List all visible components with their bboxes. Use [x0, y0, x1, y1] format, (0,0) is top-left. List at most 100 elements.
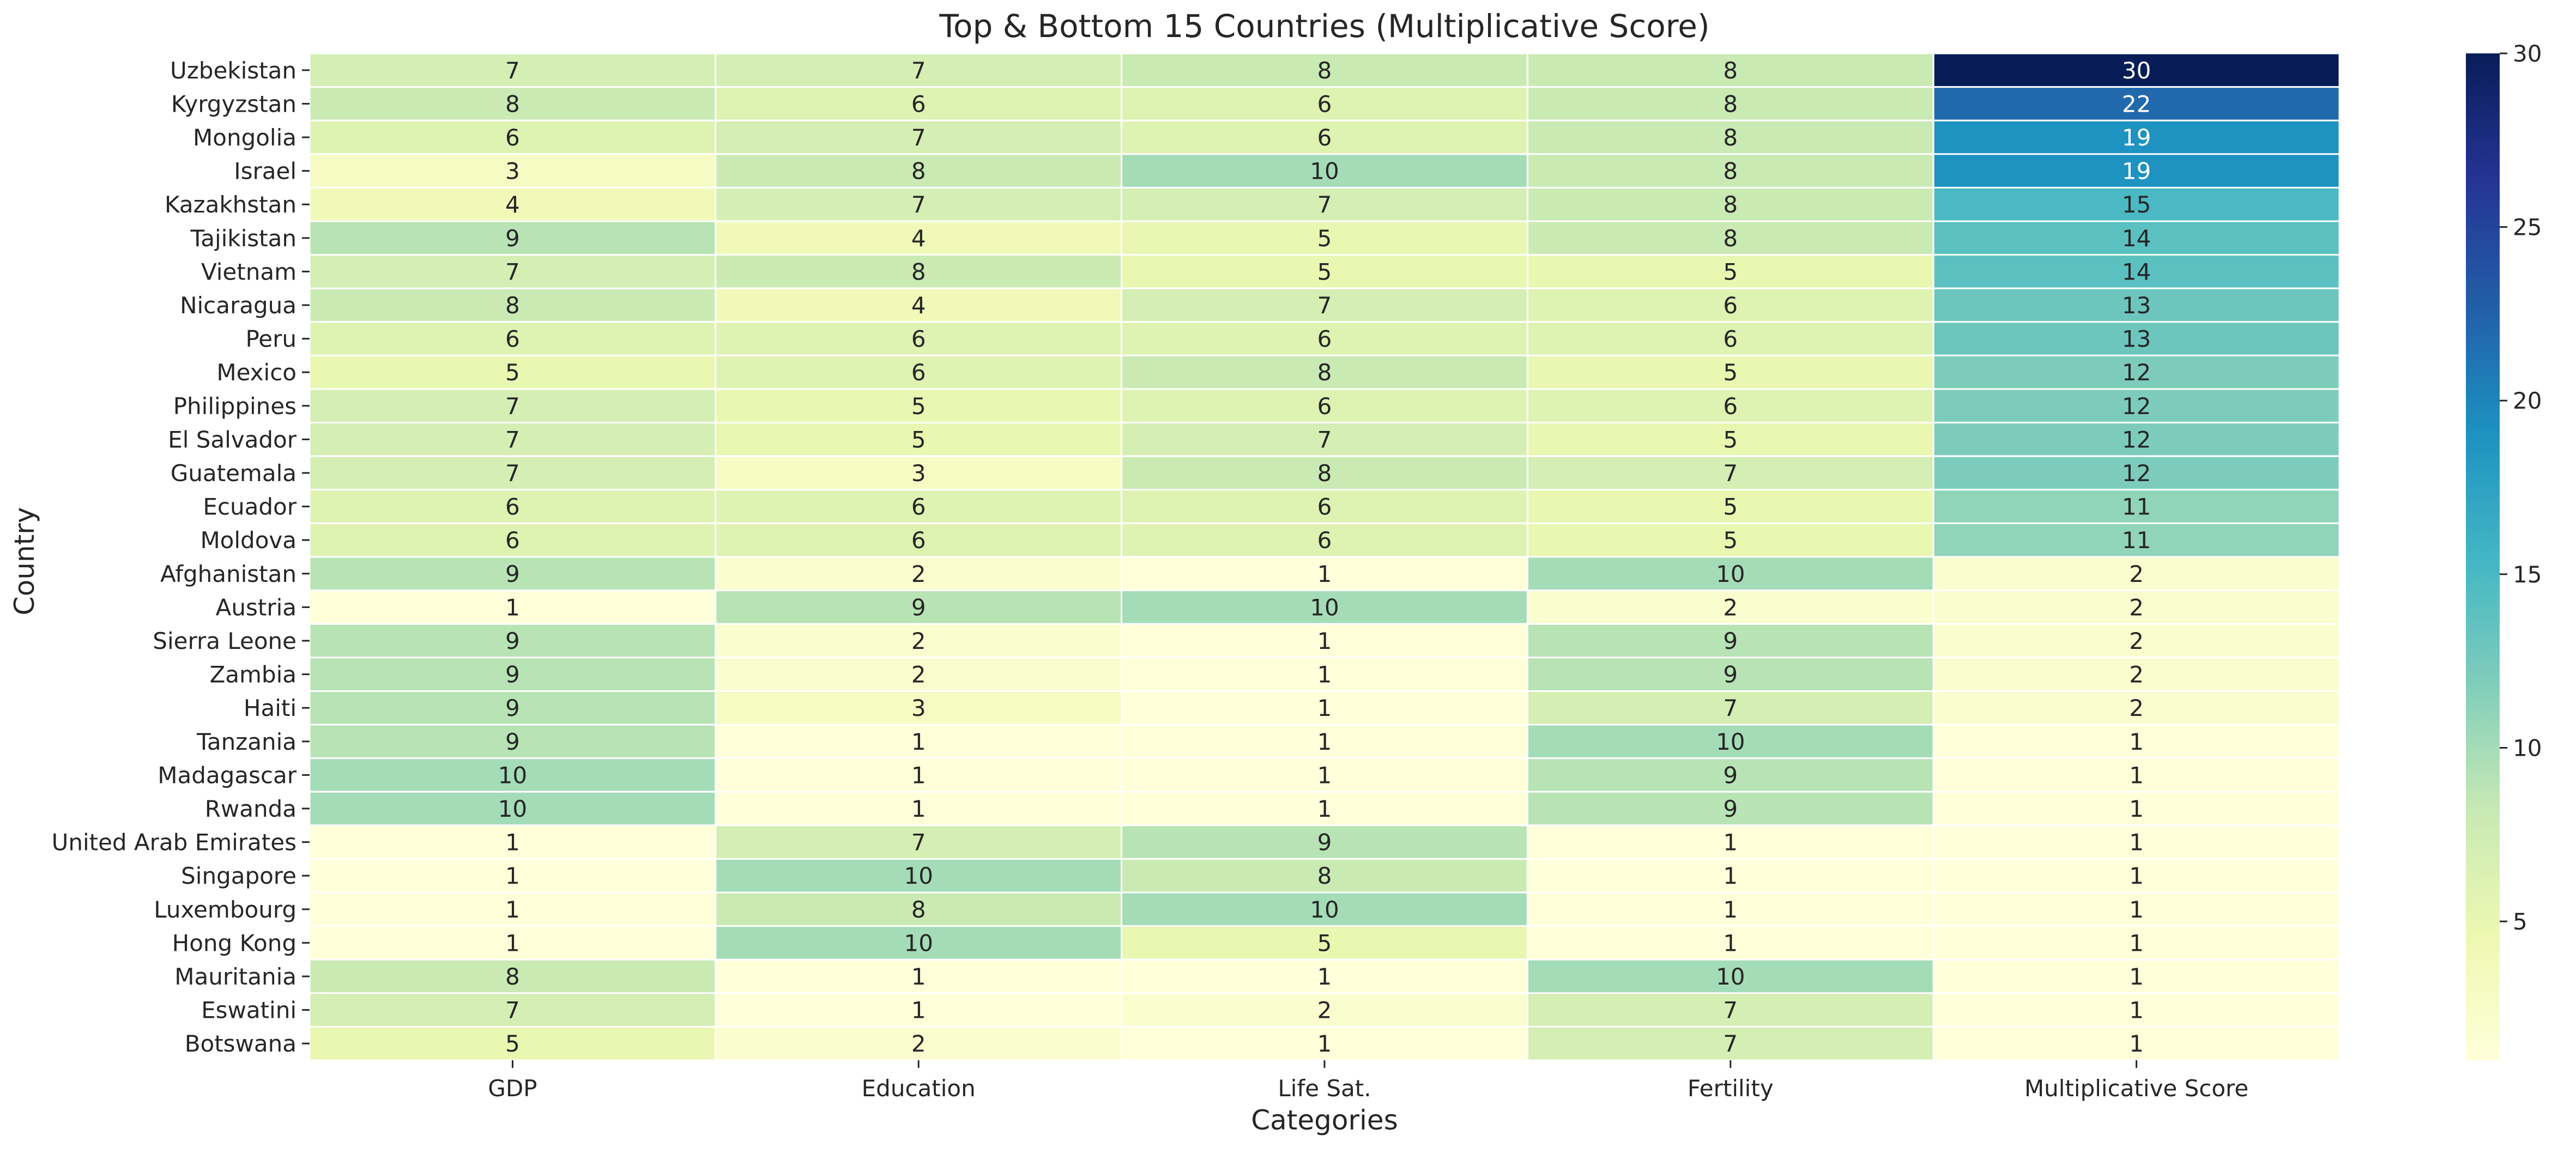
column-label: GDP — [488, 1075, 537, 1102]
x-axis-label: Categories — [1251, 1104, 1398, 1136]
heatmap-cell — [715, 556, 1123, 592]
colorbar-tick-label: 25 — [2513, 214, 2542, 241]
row-label: Austria — [216, 594, 297, 621]
row-label: Mongolia — [193, 124, 297, 151]
column-tick-labels: GDP Education Life Sat. Fertility Multiplica… — [488, 1060, 2248, 1102]
cell-value-label: 7 — [505, 997, 520, 1024]
cell-value-label: 10 — [1310, 594, 1339, 621]
heatmap-cell — [1526, 1025, 1934, 1061]
cell-value-label: 1 — [2129, 1030, 2144, 1057]
row-label: Philippines — [173, 393, 297, 420]
cell-value-label: 14 — [2122, 258, 2151, 285]
cell-value-label: 1 — [1317, 1030, 1332, 1057]
colorbar-tick-label: 15 — [2513, 561, 2542, 588]
row-label: Uzbekistan — [170, 57, 297, 84]
cell-value-label: 10 — [498, 762, 527, 788]
cell-value-label: 1 — [1723, 896, 1738, 923]
cell-value-label: 6 — [1317, 494, 1332, 520]
cell-value-label: 2 — [2129, 695, 2144, 721]
cell-value-label: 7 — [1317, 292, 1332, 319]
cell-value-label: 3 — [911, 695, 926, 721]
cell-value-label: 6 — [1723, 393, 1738, 420]
heatmap-cell — [1121, 590, 1528, 625]
colorbar-tick-label: 20 — [2513, 387, 2542, 414]
colorbar-tick-label: 30 — [2513, 40, 2542, 67]
heatmap-cell — [1526, 958, 1934, 994]
heatmap-cell — [1932, 824, 2341, 860]
cell-value-label: 1 — [911, 963, 926, 990]
heatmap-cell — [1121, 824, 1528, 860]
row-label: Haiti — [244, 695, 297, 721]
heatmap-cell — [309, 657, 717, 692]
cell-value-label: 6 — [505, 326, 520, 353]
cell-value-label: 7 — [505, 393, 520, 420]
heatmap-cell — [1526, 824, 1934, 860]
cell-value-label: 2 — [911, 1030, 926, 1057]
cell-value-label: 7 — [505, 426, 520, 453]
heatmap-cell — [309, 858, 717, 894]
cell-value-label: 15 — [2122, 191, 2151, 218]
heatmap-cell — [715, 489, 1123, 524]
cell-value-label: 5 — [505, 1030, 520, 1057]
cell-value-label: 12 — [2122, 359, 2151, 386]
row-label: United Arab Emirates — [52, 829, 297, 856]
cell-value-label: 5 — [1723, 494, 1738, 520]
heatmap-cells — [309, 52, 2341, 1061]
cell-value-label: 14 — [2122, 225, 2151, 252]
cell-value-label: 7 — [505, 57, 520, 84]
cell-value-label: 5 — [1317, 930, 1332, 956]
heatmap-cell — [1932, 287, 2341, 323]
cell-value-label: 1 — [1317, 728, 1332, 755]
cell-value-label: 7 — [1723, 460, 1738, 487]
cell-value-label: 1 — [911, 997, 926, 1024]
cell-value-label: 8 — [1317, 57, 1332, 84]
heatmap-cell — [309, 254, 717, 289]
cell-value-label: 9 — [505, 695, 520, 721]
heatmap-cell — [1932, 724, 2341, 760]
heatmap-cell — [1526, 422, 1934, 457]
heatmap-cell — [1526, 153, 1934, 189]
cell-value-label: 19 — [2122, 124, 2151, 151]
cell-value-labels: 7 7 8 8 308 6 6 8 226 7 6 8 193 8 10 8 194 7 7 8 159 4 5 8 147 8 5… — [498, 57, 2151, 1057]
row-label: Moldova — [200, 527, 297, 554]
cell-value-label: 1 — [911, 728, 926, 755]
cell-value-label: 8 — [1317, 863, 1332, 889]
row-label: Vietnam — [201, 258, 297, 285]
heatmap-cell — [1121, 724, 1528, 760]
cell-value-label: 6 — [911, 326, 926, 353]
heatmap-cell — [1121, 556, 1528, 592]
cell-value-label: 2 — [1317, 997, 1332, 1024]
cell-value-label: 6 — [1317, 393, 1332, 420]
cell-value-label: 8 — [505, 292, 520, 319]
heatmap-cell — [1526, 556, 1934, 592]
heatmap-cell — [1121, 186, 1528, 222]
cell-value-label: 6 — [911, 494, 926, 520]
heatmap-cell — [1121, 86, 1528, 122]
row-label: Israel — [234, 158, 297, 185]
cell-value-label: 7 — [911, 57, 926, 84]
cell-value-label: 5 — [505, 359, 520, 386]
cell-value-label: 8 — [505, 963, 520, 990]
cell-value-label: 4 — [505, 191, 520, 218]
heatmap-cell — [715, 623, 1123, 659]
cell-value-label: 1 — [1317, 628, 1332, 654]
cell-value-label: 5 — [1723, 426, 1738, 453]
cell-value-label: 12 — [2122, 393, 2151, 420]
heatmap-cell — [309, 354, 717, 390]
heatmap-cell — [309, 186, 717, 222]
heatmap-cell — [1932, 925, 2341, 961]
cell-value-label: 6 — [1723, 292, 1738, 319]
heatmap-cell — [1526, 119, 1934, 155]
heatmap-cell — [309, 556, 717, 592]
cell-value-label: 9 — [911, 594, 926, 621]
cell-value-label: 13 — [2122, 326, 2151, 353]
row-label: Rwanda — [205, 795, 297, 822]
cell-value-label: 8 — [911, 258, 926, 285]
cell-value-label: 2 — [911, 628, 926, 654]
cell-value-label: 2 — [911, 661, 926, 688]
row-label: Zambia — [210, 661, 297, 688]
heatmap-cell — [715, 321, 1123, 356]
heatmap-cell — [1121, 690, 1528, 726]
cell-value-label: 5 — [1723, 527, 1738, 554]
